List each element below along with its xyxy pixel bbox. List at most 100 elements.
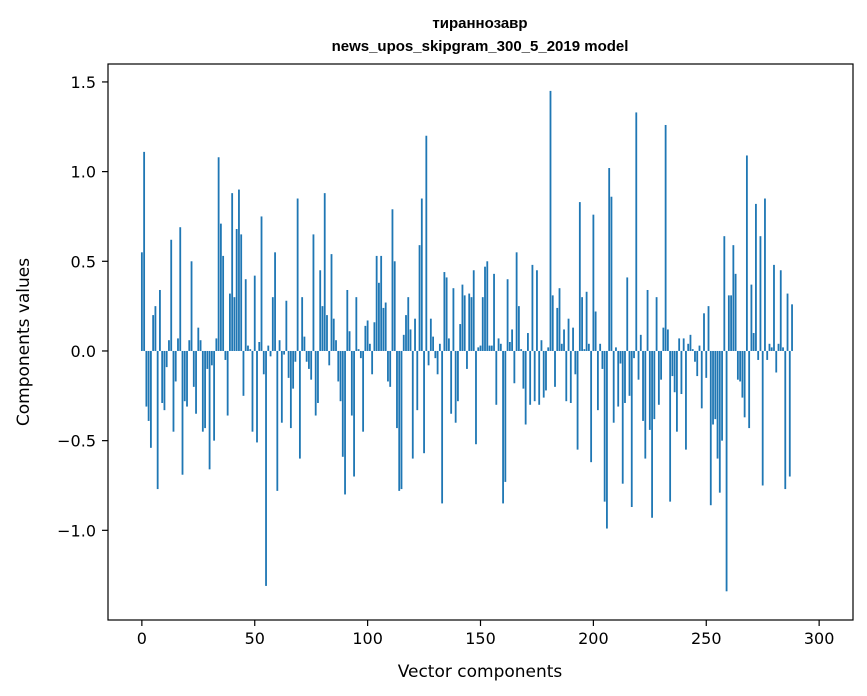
bar — [359, 350, 362, 359]
bar — [709, 350, 712, 506]
bar — [680, 350, 683, 395]
bar — [685, 350, 687, 450]
bar — [438, 343, 441, 351]
bar — [712, 350, 714, 425]
bar — [400, 350, 403, 490]
bar — [759, 236, 762, 351]
bar — [229, 293, 231, 351]
bar — [249, 349, 252, 351]
bar — [152, 315, 155, 351]
bar — [786, 293, 789, 351]
bar — [186, 350, 188, 407]
bar — [764, 198, 766, 351]
bar — [484, 266, 486, 351]
bar — [427, 350, 430, 366]
bar — [256, 350, 258, 443]
y-axis-ticks: −1.0 −0.5 0.0 0.5 1.0 1.5 — [57, 73, 108, 540]
bar — [730, 295, 732, 351]
bar — [748, 350, 751, 429]
bar — [283, 350, 285, 355]
bar — [219, 223, 222, 351]
bar — [423, 350, 425, 454]
bar — [621, 350, 624, 484]
bar — [242, 350, 245, 396]
bar — [533, 350, 536, 402]
bar — [610, 196, 613, 351]
bar — [619, 350, 622, 364]
bar — [615, 347, 617, 351]
y-tick-label: 1.5 — [71, 73, 96, 92]
bar — [504, 350, 507, 482]
bar — [409, 329, 412, 351]
bar — [405, 315, 407, 351]
bar — [145, 350, 148, 407]
bar — [447, 338, 450, 351]
bar — [563, 329, 565, 351]
bar — [576, 350, 579, 450]
bar — [443, 272, 446, 351]
bar — [450, 350, 453, 414]
bar — [608, 168, 611, 351]
bar — [633, 350, 635, 359]
bar — [373, 322, 376, 351]
bar — [407, 297, 410, 351]
bar — [549, 90, 552, 351]
bar — [452, 288, 455, 351]
x-tick-label: 200 — [578, 629, 609, 648]
bar — [617, 350, 620, 407]
bar — [305, 350, 308, 362]
bar — [271, 297, 274, 351]
bar — [434, 350, 437, 359]
bar — [736, 350, 739, 380]
bar — [177, 338, 179, 351]
bar — [569, 350, 572, 403]
bar — [368, 343, 371, 351]
bar — [402, 334, 405, 351]
bar — [233, 297, 236, 351]
bar — [642, 350, 644, 421]
bar — [691, 349, 694, 351]
bar — [599, 343, 602, 351]
bar — [603, 350, 606, 502]
bar — [630, 350, 633, 508]
bar — [323, 193, 326, 351]
bar — [463, 295, 466, 351]
bar — [418, 245, 421, 351]
bar — [529, 350, 532, 405]
bar — [687, 343, 690, 351]
bar — [648, 350, 651, 430]
bar — [181, 350, 184, 475]
bar — [673, 350, 676, 393]
bar — [723, 236, 726, 351]
bar — [165, 350, 168, 368]
bar — [725, 350, 728, 592]
bar — [714, 350, 717, 420]
bar — [739, 350, 742, 382]
bar — [244, 279, 247, 351]
bar — [657, 350, 660, 405]
bar — [188, 340, 191, 351]
bar — [655, 297, 658, 351]
bar — [213, 350, 216, 441]
bar — [260, 216, 263, 351]
bar — [414, 318, 416, 351]
bar — [384, 302, 387, 351]
bar — [468, 293, 471, 351]
bar — [396, 350, 398, 429]
bar — [296, 198, 299, 351]
bar — [646, 289, 649, 351]
bar — [497, 338, 500, 351]
x-tick-label: 50 — [245, 629, 265, 648]
bar — [382, 307, 385, 351]
bar — [201, 350, 204, 432]
bar — [517, 306, 520, 351]
bar — [755, 203, 757, 351]
bar — [461, 284, 464, 351]
bar — [554, 350, 556, 387]
bar — [678, 338, 681, 351]
bar — [238, 189, 240, 351]
bar — [258, 342, 261, 351]
bar — [666, 329, 669, 351]
bar — [429, 318, 432, 351]
bar — [515, 252, 518, 351]
